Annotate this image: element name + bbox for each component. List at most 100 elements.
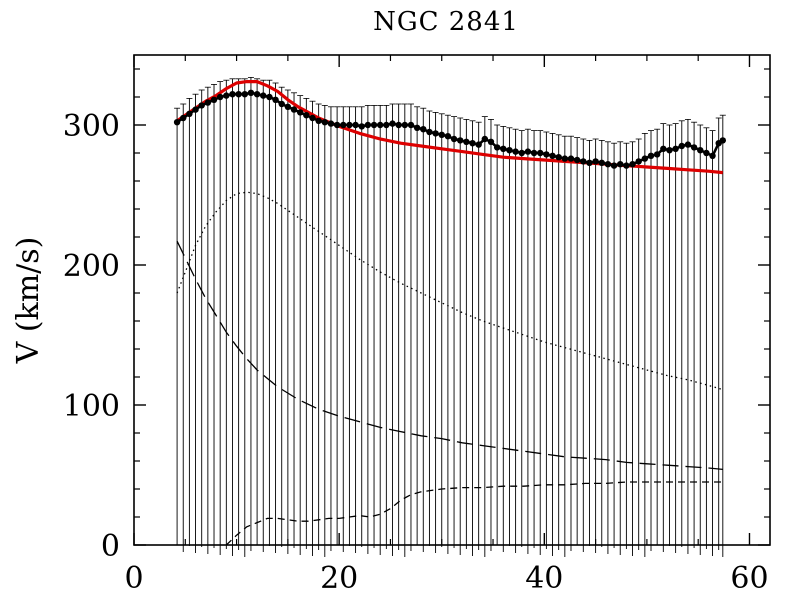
x-tick-label: 60	[730, 561, 768, 594]
y-tick-label: 200	[63, 249, 120, 284]
observed-data-point	[617, 161, 624, 168]
x-tick-label: 0	[124, 561, 143, 594]
observed-curve-line	[176, 91, 724, 167]
observed-data-point	[186, 110, 193, 118]
observed-data-point	[543, 151, 550, 158]
y-tick-label: 300	[63, 109, 120, 144]
observed-data-point	[703, 149, 710, 157]
observed-data-point	[247, 89, 255, 97]
observed-data-point	[537, 149, 544, 157]
observed-data-point	[278, 100, 285, 108]
observed-data-point	[309, 114, 316, 122]
observed-data-point	[444, 133, 452, 140]
observed-data-point	[555, 154, 562, 161]
observed-data-point	[272, 96, 279, 104]
observed-data-point	[463, 138, 470, 145]
observed-data-point	[266, 93, 273, 101]
observed-data-point	[352, 121, 359, 129]
observed-data-point	[719, 137, 727, 144]
observed-data-point	[432, 130, 439, 137]
observed-data-point	[567, 155, 575, 162]
observed-data-point	[697, 147, 704, 154]
observed-data-point	[376, 121, 384, 129]
short-dash-component-curve	[225, 481, 723, 546]
observed-data-point	[383, 121, 390, 129]
observed-data-point	[370, 121, 378, 129]
observed-data-point	[690, 144, 698, 151]
observed-data-point	[346, 121, 353, 129]
observed-data-point	[260, 92, 267, 99]
observed-data-point	[407, 121, 415, 129]
observed-data-point	[450, 135, 458, 143]
observed-data-point	[340, 121, 347, 129]
observed-data-point	[210, 96, 218, 104]
observed-data-point	[524, 148, 532, 155]
observed-data-point	[180, 114, 187, 122]
observed-data-point	[666, 147, 673, 154]
observed-data-point	[512, 148, 519, 155]
observed-data-point	[198, 102, 205, 109]
observed-data-point	[253, 91, 261, 98]
observed-data-point	[678, 142, 685, 150]
observed-data-point	[469, 140, 476, 147]
observed-data-point	[506, 147, 513, 154]
dotted-component-curve	[176, 191, 723, 391]
observed-data-point	[413, 124, 421, 131]
x-tick-label: 20	[320, 561, 358, 594]
x-tick-label: 40	[525, 561, 563, 594]
y-tick-label: 100	[63, 389, 120, 424]
observed-data-point	[364, 121, 372, 129]
observed-data-point	[296, 109, 304, 116]
observed-data-point	[389, 120, 396, 127]
observed-data-point	[223, 92, 230, 99]
observed-data-point	[420, 126, 427, 133]
observed-data-point	[315, 117, 322, 125]
observed-data-point	[290, 106, 298, 113]
observed-data-point	[629, 161, 636, 168]
observed-data-point	[204, 99, 212, 106]
observed-data-point	[580, 158, 587, 165]
observed-data-point	[647, 152, 655, 159]
observed-data-point	[672, 145, 679, 152]
observed-data-point	[395, 121, 402, 129]
observed-data-point	[303, 112, 310, 119]
tick-labels: 0 20 40 60 0 100 200 300	[63, 109, 769, 596]
y-tick-label: 0	[101, 529, 120, 564]
observed-data-point	[530, 149, 538, 157]
observed-data-point	[493, 144, 501, 151]
observed-data-point	[561, 155, 569, 162]
observed-data-point	[327, 120, 335, 127]
error-bars	[174, 77, 726, 557]
observed-data-point	[592, 158, 599, 165]
observed-data-point	[192, 106, 199, 113]
observed-data-point	[684, 141, 692, 148]
observed-data-point	[284, 103, 292, 111]
observed-data-point	[635, 158, 642, 165]
observed-data-point	[401, 121, 409, 129]
observed-points	[173, 89, 727, 169]
model-components	[176, 191, 723, 546]
observed-data-point	[321, 119, 328, 126]
observed-data-point	[438, 131, 445, 138]
observed-data-point	[216, 93, 224, 101]
observed-data-point	[457, 137, 464, 144]
observed-data-point	[586, 159, 593, 166]
observed-data-point	[358, 123, 365, 130]
observed-data-point	[518, 149, 525, 157]
axis-ticks	[133, 55, 770, 546]
observed-data-point	[641, 155, 649, 162]
observed-data-point	[487, 138, 495, 145]
observed-data-point	[573, 156, 581, 164]
observed-data-point	[549, 152, 556, 159]
plot-frame	[133, 54, 771, 546]
observed-data-point	[235, 91, 242, 98]
observed-data-point	[709, 152, 716, 159]
observed-data-point	[241, 91, 248, 98]
observed-data-point	[475, 141, 482, 148]
observed-data-point	[598, 159, 605, 166]
observed-data-point	[610, 162, 618, 169]
observed-data-point	[229, 91, 236, 98]
chart-title: NGC 2841	[373, 7, 519, 37]
